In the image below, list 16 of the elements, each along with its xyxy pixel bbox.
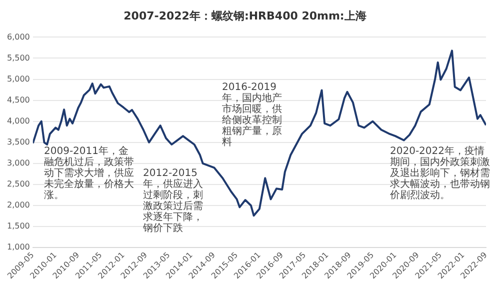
y-tick-label: 2,000 — [6, 200, 30, 210]
annotation: 2020-2022年，疫情期间，国内外政策刺激及退出影响下，钢材需求大幅波动，也带动钢价剧烈波动。 — [390, 146, 491, 201]
y-tick-label: 5,500 — [6, 53, 30, 62]
chart-title: 2007-2022年：螺纹钢:HRB400 20mm:上海 — [124, 9, 366, 22]
y-tick-label: 6,000 — [6, 32, 30, 42]
y-tick-label: 3,000 — [6, 158, 30, 168]
y-tick-label: 1,500 — [6, 222, 30, 231]
y-tick-label: 3,500 — [6, 137, 30, 146]
annotation: 2009-2011年，金融危机过后，政策带动下需求大增，供应未完全放量，价格大涨。 — [44, 146, 135, 201]
y-tick-label: 4,000 — [6, 116, 30, 126]
y-tick-label: 4,500 — [6, 95, 30, 104]
annotation: 2016-2019年，国内地产市场回暖，供给侧改革控制粗钢产量，原料 — [222, 82, 283, 148]
y-tick-label: 5,000 — [6, 74, 30, 84]
y-tick-label: 2,500 — [6, 180, 30, 189]
y-tick-label: 1,000 — [6, 242, 30, 252]
annotation: 2012-2015年，供应进入过剩阶段，刺激政策过后需求逐年下降，钢价下跌 — [143, 168, 204, 234]
